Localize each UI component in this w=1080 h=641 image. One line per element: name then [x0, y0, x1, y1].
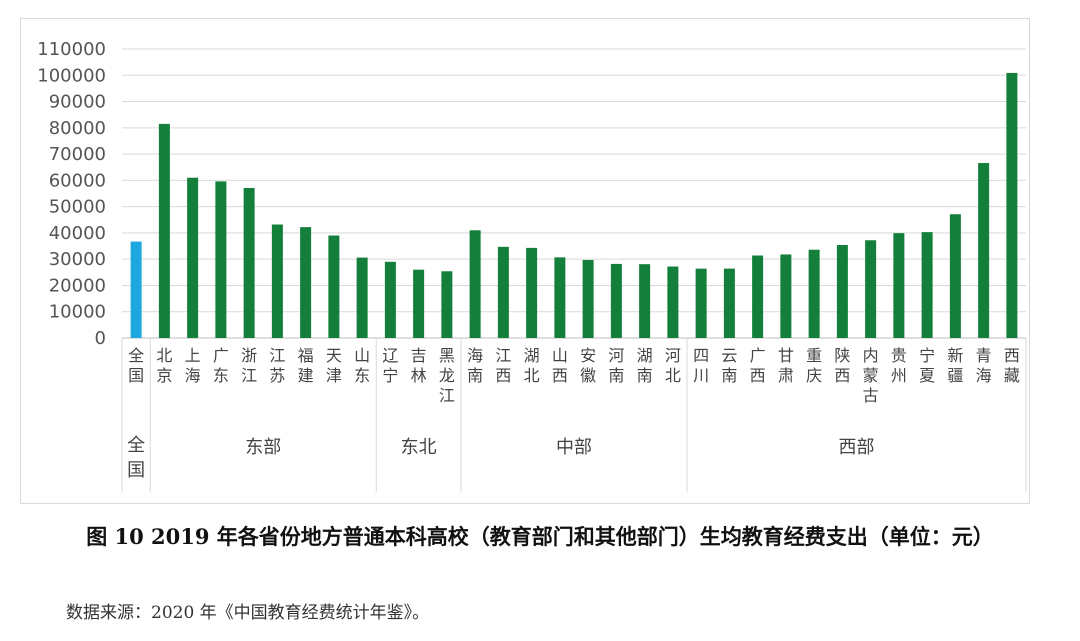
category-label: 江苏	[269, 346, 285, 385]
category-label: 四川	[693, 346, 709, 385]
figure-caption: 图 10 2019 年各省份地方普通本科高校（教育部门和其他部门）生均教育经费支…	[86, 524, 994, 549]
category-label: 福建	[298, 346, 314, 385]
category-label: 全国	[128, 346, 144, 385]
category-label: 云南	[721, 346, 737, 385]
y-tick-label: 90000	[49, 92, 106, 113]
bar	[187, 177, 199, 338]
category-label: 广东	[213, 346, 229, 385]
bar	[413, 269, 425, 338]
category-label: 天津	[326, 346, 342, 385]
category-label: 河南	[608, 346, 624, 385]
region-label: 中部	[556, 437, 592, 458]
category-label: 上海	[185, 346, 201, 385]
category-label: 海南	[467, 346, 483, 385]
y-tick-label: 100000	[37, 65, 106, 86]
y-tick-label: 0	[95, 328, 106, 349]
region-label: 东部	[245, 437, 281, 458]
bar	[243, 187, 255, 338]
bar	[978, 163, 990, 338]
bar	[526, 247, 538, 338]
bar	[667, 266, 679, 338]
category-label: 湖南	[637, 346, 653, 385]
region-label: 东北	[401, 437, 437, 458]
category-label: 广西	[750, 346, 766, 385]
category-label: 宁夏	[919, 346, 935, 385]
category-label: 西藏	[1004, 346, 1020, 385]
bar	[356, 257, 368, 338]
y-tick-label: 10000	[49, 302, 106, 323]
bar	[808, 249, 820, 338]
bar-chart: 0 10000 20000 30000 40000 50000 60000 70000 8000…	[37, 39, 1027, 492]
y-tick-label: 110000	[37, 39, 106, 60]
y-tick-label: 30000	[49, 249, 106, 270]
chart-frame: 0 10000 20000 30000 40000 50000 60000 70000 8000…	[20, 18, 1030, 504]
bar	[639, 264, 651, 338]
bar	[441, 271, 453, 338]
bar	[723, 268, 735, 338]
category-label: 江西	[495, 346, 511, 385]
bar	[949, 214, 961, 338]
y-tick-label: 20000	[49, 275, 106, 296]
category-label: 河北	[665, 346, 681, 385]
bar	[130, 241, 142, 338]
bar	[384, 261, 396, 338]
bar	[1006, 72, 1018, 339]
bar	[582, 259, 594, 338]
y-tick-label: 50000	[49, 197, 106, 218]
bar	[780, 254, 792, 338]
bar	[469, 230, 481, 338]
category-label: 新疆	[947, 346, 963, 385]
y-tick-label: 60000	[49, 170, 106, 191]
category-label: 陕西	[834, 346, 850, 385]
bar	[158, 123, 170, 338]
region-label: 全国	[127, 435, 145, 481]
category-label: 山东	[354, 346, 370, 385]
y-tick-label: 80000	[49, 118, 106, 139]
bar	[865, 240, 877, 338]
category-label: 甘肃	[778, 346, 794, 385]
bar	[695, 268, 707, 338]
category-label: 辽宁	[382, 346, 398, 385]
category-label: 山西	[552, 346, 568, 385]
bar	[836, 244, 848, 338]
bar	[554, 257, 566, 338]
data-source-note: 数据来源：2020 年《中国教育经费统计年鉴》。	[66, 603, 430, 623]
category-label: 浙江	[241, 346, 257, 385]
region-label: 西部	[839, 437, 875, 458]
bar	[300, 227, 312, 338]
category-label: 北京	[156, 346, 172, 385]
y-tick-label: 70000	[49, 144, 106, 165]
y-tick-label: 40000	[49, 223, 106, 244]
bar	[271, 224, 283, 338]
bar	[610, 263, 622, 338]
category-label: 重庆	[806, 346, 822, 385]
category-label: 贵州	[891, 346, 907, 385]
category-label: 黑龙江	[439, 346, 455, 405]
category-label: 湖北	[524, 346, 540, 385]
bar	[497, 246, 509, 338]
category-label: 内蒙古	[863, 346, 879, 405]
category-label: 青海	[976, 346, 992, 385]
bar	[215, 181, 227, 338]
category-label: 吉林	[411, 346, 427, 385]
bar	[328, 235, 340, 338]
bar	[893, 233, 905, 338]
category-label: 安徽	[580, 346, 596, 385]
bar	[921, 232, 933, 338]
bar	[752, 255, 764, 338]
